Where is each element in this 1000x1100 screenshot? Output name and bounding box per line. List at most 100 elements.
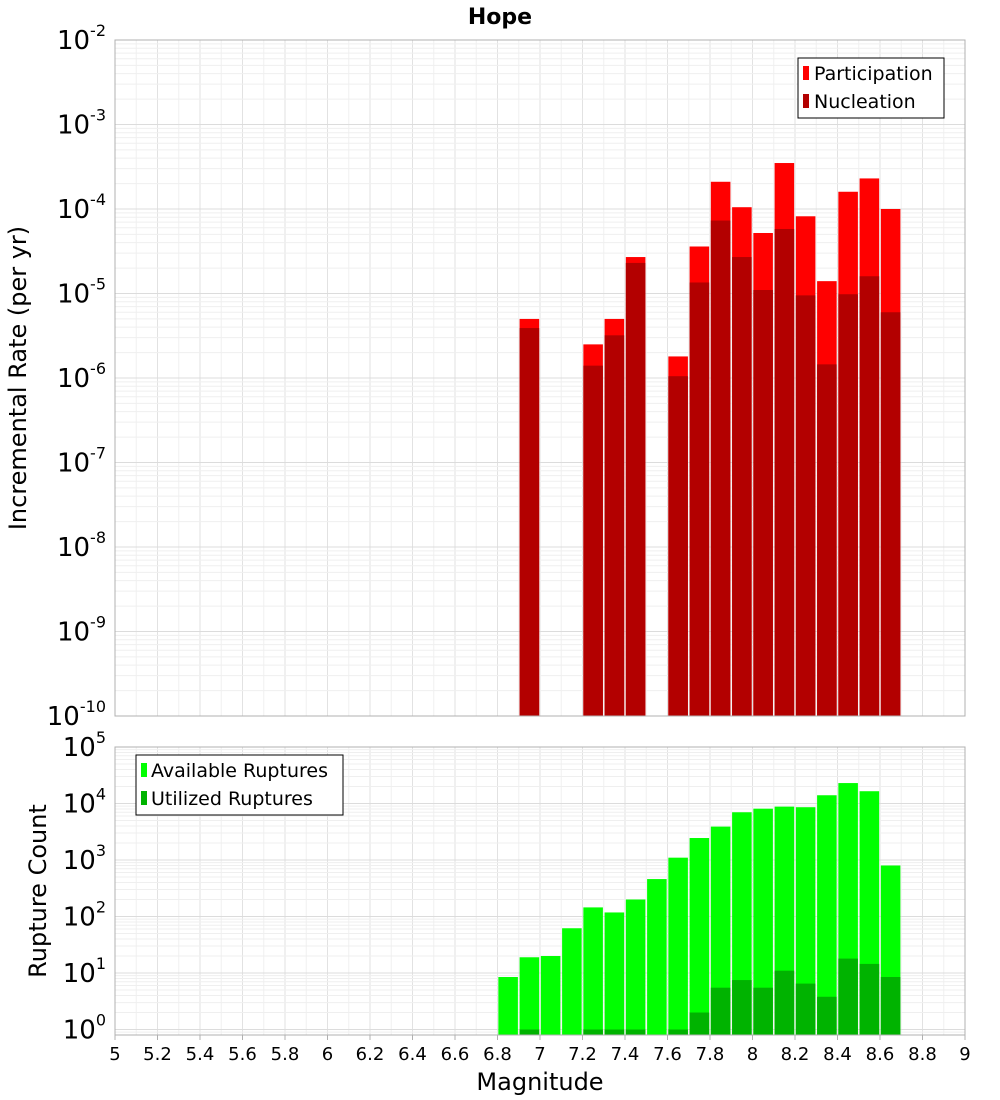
top-bars bbox=[519, 163, 901, 717]
bar-nucleation bbox=[625, 262, 646, 716]
bar-available-ruptures bbox=[625, 899, 646, 1035]
bar-utilized-ruptures bbox=[774, 970, 795, 1035]
bar-available-ruptures bbox=[583, 907, 603, 1035]
x-tick-label: 6.2 bbox=[356, 1044, 385, 1065]
x-tick-label: 8.4 bbox=[823, 1044, 852, 1065]
top-y-axis-label: Incremental Rate (per yr) bbox=[4, 226, 32, 530]
x-tick-label: 6.6 bbox=[441, 1044, 470, 1065]
bar-nucleation bbox=[732, 257, 752, 716]
y-tick-label: 10-4 bbox=[57, 190, 106, 225]
y-tick-label: 100 bbox=[63, 1011, 106, 1046]
top-legend-box bbox=[797, 57, 945, 119]
bar-available-ruptures bbox=[647, 879, 667, 1035]
bar-utilized-ruptures bbox=[795, 983, 816, 1035]
top-plot-frame bbox=[114, 39, 966, 717]
bar-utilized-ruptures bbox=[838, 958, 858, 1035]
bar-nucleation bbox=[710, 220, 731, 716]
bar-nucleation bbox=[753, 290, 773, 716]
x-tick-label: 8.8 bbox=[908, 1044, 937, 1065]
legend-label-utilized: Utilized Ruptures bbox=[151, 788, 313, 810]
bottom-bars bbox=[498, 783, 901, 1035]
x-tick-label: 5.4 bbox=[186, 1044, 215, 1065]
bar-available-ruptures bbox=[689, 838, 710, 1035]
x-tick-label: 9 bbox=[959, 1044, 970, 1065]
bar-nucleation bbox=[604, 335, 625, 716]
bar-nucleation bbox=[817, 364, 837, 716]
y-tick-label: 105 bbox=[63, 728, 106, 763]
x-axis-label: Magnitude bbox=[476, 1068, 603, 1096]
legend-swatch-participation bbox=[803, 66, 809, 80]
bar-nucleation bbox=[668, 376, 688, 716]
bar-utilized-ruptures bbox=[625, 1029, 646, 1035]
legend-swatch-nucleation bbox=[803, 94, 809, 108]
x-tick-label: 6.8 bbox=[483, 1044, 512, 1065]
bar-nucleation bbox=[859, 276, 880, 716]
x-tick-label: 7.4 bbox=[611, 1044, 640, 1065]
bottom-y-axis-label: Rupture Count bbox=[24, 804, 52, 978]
bar-utilized-ruptures bbox=[859, 963, 880, 1035]
top-legend: Participation Nucleation bbox=[797, 57, 945, 119]
bar-utilized-ruptures bbox=[689, 1012, 710, 1035]
bar-utilized-ruptures bbox=[817, 996, 837, 1035]
x-tick-label: 8.6 bbox=[866, 1044, 895, 1065]
x-tick-label: 5.6 bbox=[228, 1044, 257, 1065]
y-tick-label: 101 bbox=[63, 954, 106, 989]
bar-available-ruptures bbox=[604, 912, 625, 1035]
bottom-legend-box bbox=[135, 754, 344, 816]
bar-nucleation bbox=[774, 228, 795, 716]
x-tick-labels: 5 5.2 5.4 5.6 5.8 6 6.2 6.4 6.6 6.8 7 7.2 7.4 7.6 7.8 8… bbox=[109, 1035, 971, 1065]
y-tick-label: 10-6 bbox=[57, 359, 106, 394]
bar-available-ruptures bbox=[753, 808, 773, 1035]
bar-utilized-ruptures bbox=[732, 980, 752, 1035]
bar-utilized-ruptures bbox=[519, 1029, 540, 1035]
y-tick-label: 10-2 bbox=[57, 21, 106, 56]
incremental-rate-panel: 10-10 10-9 10-8 10-7 10-6 10-5 10-4 10-3 10-2 In… bbox=[4, 21, 966, 732]
y-tick-label: 10-10 bbox=[47, 697, 106, 732]
bar-utilized-ruptures bbox=[668, 1029, 688, 1035]
bottom-y-tick-labels: 100 101 102 103 104 105 bbox=[63, 728, 106, 1046]
x-tick-label: 6.4 bbox=[398, 1044, 427, 1065]
bar-nucleation bbox=[519, 328, 540, 716]
legend-label-nucleation: Nucleation bbox=[814, 91, 916, 113]
x-tick-label: 6 bbox=[322, 1044, 333, 1065]
bar-available-ruptures bbox=[540, 956, 561, 1035]
x-tick-label: 7.8 bbox=[696, 1044, 725, 1065]
bar-available-ruptures bbox=[562, 928, 582, 1035]
bar-available-ruptures bbox=[795, 807, 816, 1035]
bar-available-ruptures bbox=[498, 977, 518, 1035]
y-tick-label: 104 bbox=[63, 785, 106, 820]
x-tick-label: 5 bbox=[109, 1044, 120, 1065]
bar-nucleation bbox=[838, 294, 858, 716]
y-tick-label: 10-7 bbox=[57, 444, 106, 479]
y-tick-label: 103 bbox=[63, 841, 106, 876]
y-tick-label: 10-3 bbox=[57, 106, 106, 141]
legend-swatch-utilized bbox=[141, 791, 147, 805]
legend-label-participation: Participation bbox=[814, 63, 933, 85]
bottom-legend: Available Ruptures Utilized Ruptures bbox=[135, 754, 344, 816]
x-tick-label: 8.2 bbox=[781, 1044, 810, 1065]
top-grid bbox=[114, 40, 966, 717]
bar-utilized-ruptures bbox=[604, 1029, 625, 1035]
rupture-count-panel: 100 101 102 103 104 105 Rupture Count Availab… bbox=[24, 728, 966, 1046]
legend-swatch-available bbox=[141, 763, 147, 777]
legend-label-available: Available Ruptures bbox=[151, 760, 328, 782]
bar-utilized-ruptures bbox=[880, 977, 901, 1035]
y-tick-label: 10-5 bbox=[57, 275, 106, 310]
x-tick-label: 7.6 bbox=[653, 1044, 682, 1065]
x-tick-label: 7 bbox=[534, 1044, 545, 1065]
bar-available-ruptures bbox=[519, 957, 540, 1035]
y-tick-label: 10-9 bbox=[57, 613, 106, 648]
bar-nucleation bbox=[880, 312, 901, 716]
y-tick-label: 102 bbox=[63, 898, 106, 933]
bar-utilized-ruptures bbox=[583, 1029, 603, 1035]
x-tick-label: 5.8 bbox=[271, 1044, 300, 1065]
bar-nucleation bbox=[583, 365, 603, 716]
x-tick-label: 7.2 bbox=[568, 1044, 597, 1065]
bar-available-ruptures bbox=[668, 857, 688, 1035]
bar-utilized-ruptures bbox=[753, 987, 773, 1035]
chart-title: Hope bbox=[468, 5, 532, 30]
bar-available-ruptures bbox=[710, 826, 731, 1035]
bar-utilized-ruptures bbox=[710, 987, 731, 1035]
bar-nucleation bbox=[689, 282, 710, 716]
